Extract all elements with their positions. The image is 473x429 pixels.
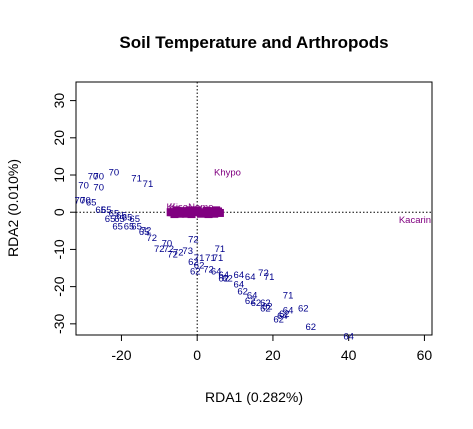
site-label: 65	[86, 197, 97, 208]
site-label: 62	[273, 315, 284, 326]
y-axis-label: RDA2 (0.010%)	[5, 159, 21, 257]
site-label: 65	[112, 222, 123, 233]
y-tick-label: 10	[51, 167, 67, 183]
site-label: 62	[262, 302, 273, 313]
species-label: KisoNomo	[170, 202, 214, 213]
y-tick-label: 20	[51, 130, 67, 146]
site-label: 62	[218, 274, 229, 285]
species-point	[166, 208, 175, 217]
site-label: 72	[188, 235, 199, 246]
y-tick-label: 30	[51, 93, 67, 109]
species-label: Kacarin	[399, 215, 431, 226]
site-label: 65	[124, 222, 135, 233]
site-label: 72	[154, 244, 165, 255]
site-label: 62	[188, 257, 199, 268]
site-label: 72	[141, 225, 152, 236]
site-label: 62	[279, 309, 290, 320]
x-tick-label: 60	[417, 347, 433, 363]
y-tick-label: -30	[51, 314, 67, 334]
site-label: 72	[173, 248, 184, 259]
y-tick-label: 0	[51, 208, 67, 216]
site-label: 72	[146, 233, 157, 244]
site-label: 64	[247, 290, 258, 301]
x-tick-label: -20	[111, 347, 131, 363]
site-label: 70	[162, 238, 173, 249]
site-label: 71	[213, 253, 224, 264]
chart-title: Soil Temperature and Arthropods	[119, 33, 388, 52]
site-label: 65	[139, 227, 150, 238]
plot-box	[75, 81, 433, 336]
site-label: 65	[129, 214, 140, 225]
site-label: 64	[277, 311, 288, 322]
site-label: 62	[190, 266, 201, 277]
site-label: 65	[95, 205, 106, 216]
site-label: 64	[245, 272, 256, 283]
site-label: 64	[234, 279, 245, 290]
site-label: 62	[260, 298, 271, 309]
site-label: 72	[258, 268, 269, 279]
site-label: 70	[93, 171, 104, 182]
axes: -20 0 20 40 60 -30 -20 -10 0 10 20 30	[51, 93, 432, 363]
site-label: 70	[78, 181, 89, 192]
site-label: 72	[167, 250, 178, 261]
x-tick-label: 20	[265, 347, 281, 363]
site-label: 65	[116, 210, 127, 221]
site-label: 70	[93, 183, 104, 194]
species-point	[208, 207, 217, 216]
x-tick-label: 0	[193, 347, 201, 363]
y-tick-label: -20	[51, 276, 67, 296]
y-tick-label: -10	[51, 239, 67, 259]
site-label: 65	[131, 222, 142, 233]
site-label: 62	[194, 261, 205, 272]
site-label: 65	[101, 205, 112, 216]
site-label: 65	[105, 214, 116, 225]
species-point	[185, 206, 194, 215]
site-label: 65	[114, 214, 125, 225]
site-label: 62	[245, 296, 256, 307]
site-label: 62	[222, 274, 233, 285]
site-label: 71	[143, 179, 154, 190]
site-label: 71	[194, 253, 205, 264]
site-label: 71	[205, 253, 216, 264]
site-label: 73	[182, 246, 193, 257]
site-label: 71	[264, 272, 275, 283]
site-label: 64	[218, 270, 229, 281]
species-point	[174, 208, 183, 217]
site-label: 62	[260, 303, 271, 314]
site-label: 64	[343, 331, 354, 342]
site-label: 70	[109, 168, 120, 179]
x-tick-label: 40	[341, 347, 357, 363]
site-label: 65	[122, 212, 133, 223]
site-label: 62	[251, 298, 262, 309]
site-label: 72	[163, 244, 174, 255]
site-label: 62	[306, 322, 317, 333]
species-label: Ki	[166, 202, 174, 213]
site-label: 62	[298, 303, 309, 314]
site-label: 65	[109, 209, 120, 220]
site-label: 62	[237, 287, 248, 298]
site-label: 71	[283, 290, 294, 301]
site-label: 70	[74, 196, 85, 207]
species-point	[215, 208, 224, 217]
x-axis-label: RDA1 (0.282%)	[205, 389, 303, 405]
species-label: Khypo	[214, 168, 241, 179]
site-label: 71	[215, 244, 226, 255]
site-label: 64	[283, 305, 294, 316]
site-label: 72	[203, 264, 214, 275]
species-point	[196, 209, 205, 218]
site-label: 64	[234, 270, 245, 281]
site-label: 70	[88, 171, 99, 182]
site-label: 64	[211, 266, 222, 277]
site-label: 71	[131, 173, 142, 184]
site-label: 70	[80, 196, 91, 207]
